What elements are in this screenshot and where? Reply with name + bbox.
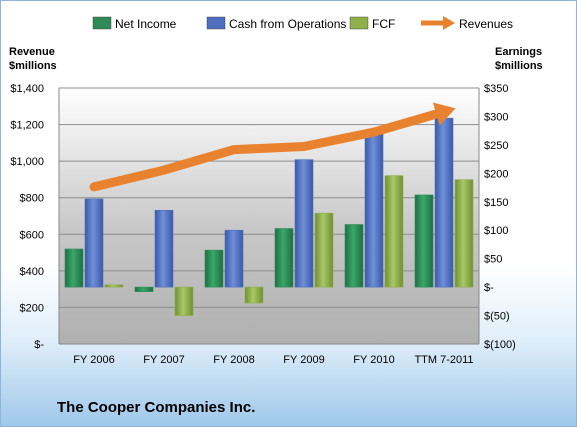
- right-tick-label: $250: [484, 140, 508, 152]
- bar-cash-from-operations: [294, 159, 314, 288]
- x-tick-label: TTM 7-2011: [414, 354, 473, 366]
- right-tick-label: $50: [484, 254, 502, 266]
- bar-cash-from-operations: [224, 229, 244, 288]
- legend-arrowhead-revenues: [443, 16, 455, 30]
- bar-fcf: [174, 286, 194, 316]
- legend-swatch-net-income: [92, 16, 112, 30]
- right-tick-label: $(50): [484, 311, 510, 323]
- right-axis-title-line1: Earnings: [495, 46, 543, 58]
- right-tick-label: $200: [484, 168, 508, 180]
- left-tick-label: $1,000: [10, 156, 44, 168]
- right-axis-title: Earnings $millions: [495, 45, 543, 73]
- right-tick-label: $150: [484, 197, 508, 209]
- x-tick-label: FY 2009: [283, 354, 324, 366]
- bar-fcf: [104, 284, 124, 288]
- x-tick-label: FY 2006: [73, 354, 114, 366]
- bar-net-income: [64, 248, 84, 288]
- left-tick-label: $1,400: [10, 83, 44, 95]
- bar-cash-from-operations: [364, 130, 384, 288]
- right-tick-label: $350: [484, 83, 508, 95]
- left-axis-title-line2: $millions: [9, 60, 57, 72]
- legend-label-cash-from-operations: Cash from Operations: [229, 17, 346, 31]
- left-tick-label: $400: [20, 266, 44, 278]
- bar-net-income: [204, 249, 224, 288]
- gridlines: [58, 87, 480, 345]
- company-name: The Cooper Companies Inc.: [57, 399, 256, 416]
- right-tick-label: $100: [484, 225, 508, 237]
- revenues-line: [89, 109, 441, 192]
- right-tick-label: $(100): [484, 339, 516, 351]
- legend-swatch-cash-from-operations: [206, 16, 226, 30]
- legend-label-net-income: Net Income: [115, 17, 177, 31]
- bar-fcf: [314, 212, 334, 288]
- legend: Net Income Cash from Operations FCF Revenue…: [92, 16, 513, 31]
- x-tick-label: FY 2008: [213, 354, 254, 366]
- bar-net-income: [344, 224, 364, 288]
- plot-area: [59, 88, 479, 344]
- bar-fcf: [454, 179, 474, 288]
- x-tick-label: FY 2010: [353, 354, 394, 366]
- left-tick-label: $600: [20, 229, 44, 241]
- bar-fcf: [244, 286, 264, 304]
- right-tick-label: $-: [484, 282, 494, 294]
- left-tick-label: $800: [20, 193, 44, 205]
- right-axis-title-line2: $millions: [495, 60, 543, 72]
- left-tick-label: $1,200: [10, 120, 44, 132]
- x-axis-ticks: FY 2006 FY 2007 FY 2008 FY 2009 FY 2010 TTM 7…: [73, 354, 473, 366]
- revenue-line: [89, 102, 456, 192]
- left-tick-label: $200: [20, 302, 44, 314]
- bar-net-income: [274, 228, 294, 288]
- legend-label-revenues: Revenues: [459, 17, 513, 31]
- bar-cash-from-operations: [434, 117, 454, 288]
- legend-swatch-fcf: [349, 16, 369, 30]
- right-axis-ticks: $(100) $(50) $- $50 $100 $150 $200 $250 $300 $350: [484, 83, 516, 351]
- left-axis-title: Revenue $millions: [9, 45, 57, 73]
- bar-fcf: [384, 175, 404, 288]
- bar-cash-from-operations: [84, 198, 104, 288]
- bar-net-income: [134, 286, 154, 292]
- revenues-arrowhead: [432, 102, 456, 126]
- legend-label-fcf: FCF: [372, 17, 395, 31]
- right-tick-label: $300: [484, 111, 508, 123]
- bar-cash-from-operations: [154, 210, 174, 288]
- x-tick-label: FY 2007: [143, 354, 184, 366]
- bars: [64, 117, 474, 316]
- bar-net-income: [414, 194, 434, 288]
- left-axis-ticks: $- $200 $400 $600 $800 $1,000 $1,200 $1,400: [10, 83, 44, 351]
- left-axis-title-line1: Revenue: [9, 46, 55, 58]
- left-tick-label: $-: [34, 339, 44, 351]
